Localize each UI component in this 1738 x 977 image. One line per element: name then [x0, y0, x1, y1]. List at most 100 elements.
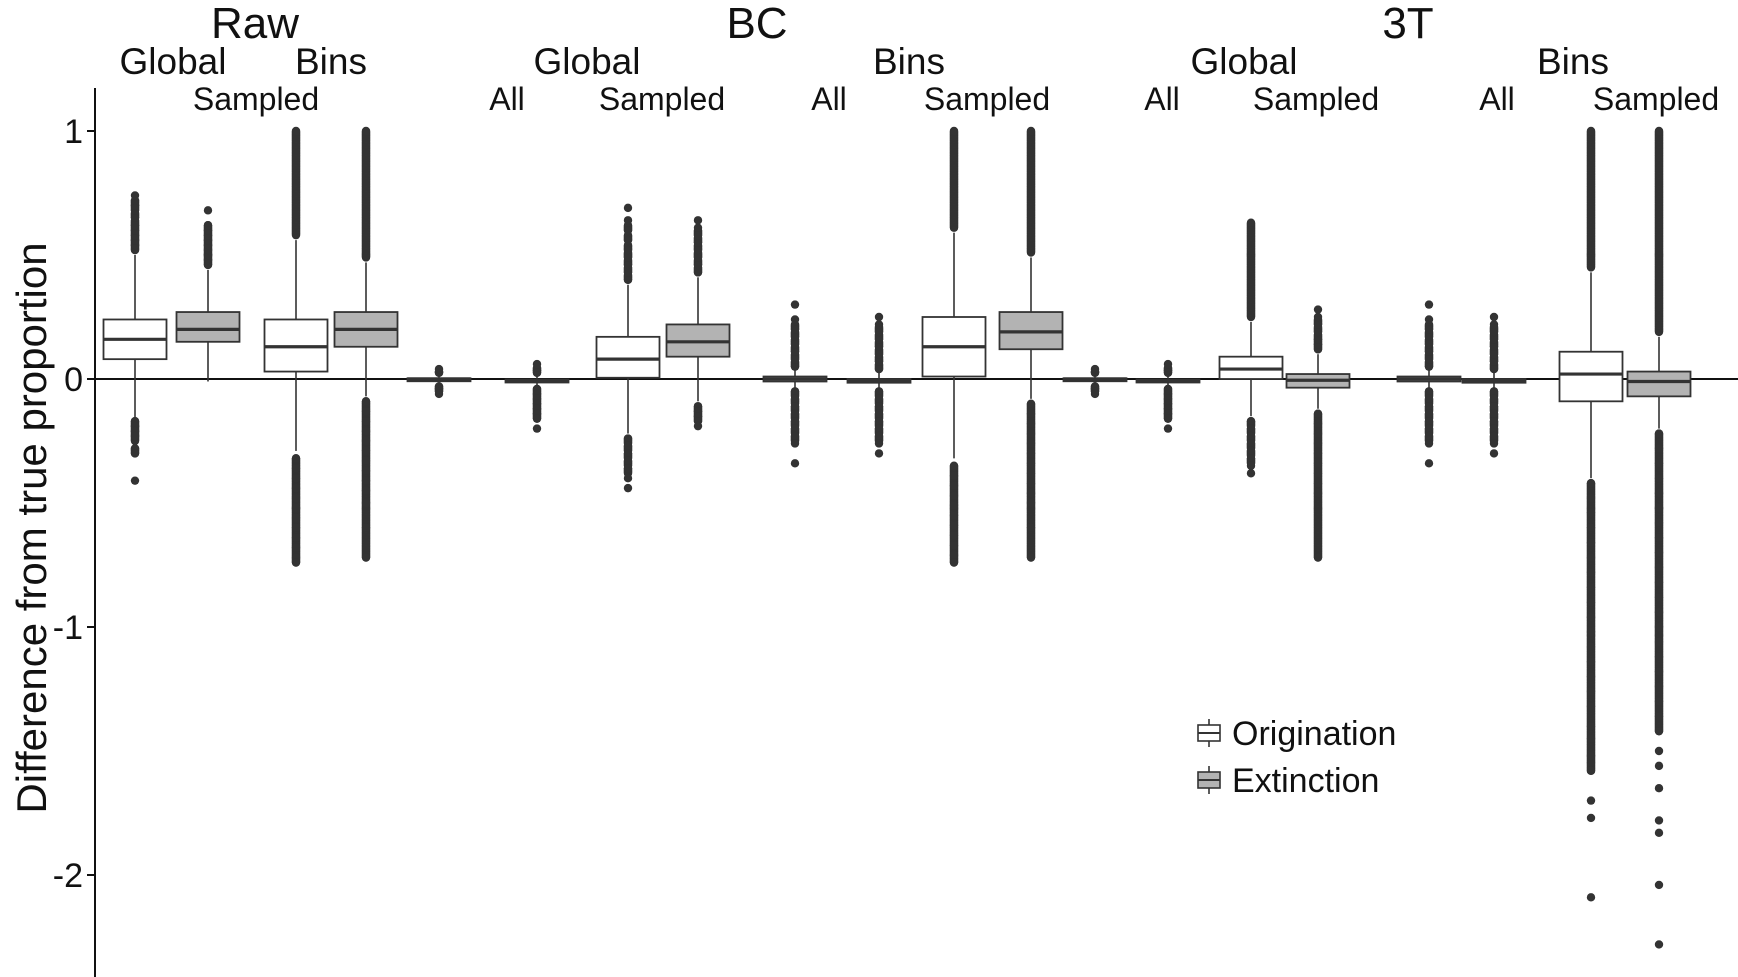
subgroup-header-raw-global: Global: [120, 41, 227, 82]
outlier-point: [1654, 712, 1664, 721]
outlier-point: [1654, 697, 1664, 706]
outlier-point: [130, 191, 140, 200]
outlier-point: [949, 501, 959, 510]
outlier-point: [434, 364, 444, 374]
outlier-point: [361, 466, 371, 475]
outlier-point: [623, 275, 633, 284]
outlier-point: [1586, 893, 1596, 902]
outlier-point: [874, 335, 884, 344]
outlier-point: [1586, 583, 1596, 592]
outlier-point: [1026, 469, 1036, 478]
outlier-point: [1424, 402, 1434, 411]
category-header-raw-sampled: Sampled: [193, 81, 319, 117]
outlier-point: [790, 424, 800, 433]
box-extinction: [1285, 305, 1351, 562]
outlier-point: [1586, 734, 1596, 743]
outlier-point: [623, 203, 633, 213]
box-iqr: [175, 311, 241, 343]
outlier-point: [790, 431, 800, 441]
outlier-point: [1654, 548, 1664, 557]
outlier-point: [203, 206, 213, 215]
outlier-point: [1163, 359, 1173, 369]
outlier-point: [1246, 431, 1256, 441]
outlier-point: [1026, 523, 1036, 532]
outlier-point: [1654, 880, 1664, 890]
outlier-point: [1489, 439, 1499, 448]
outlier-point: [1586, 612, 1596, 622]
outlier-point: [874, 320, 884, 329]
outlier-point: [1586, 702, 1596, 711]
outlier-point: [790, 394, 800, 404]
outlier-point: [1654, 474, 1664, 483]
outlier-point: [1424, 354, 1434, 364]
outlier-point: [1313, 553, 1323, 562]
category-header-bc-global-sampled: Sampled: [599, 81, 725, 117]
box-origination: [406, 364, 472, 399]
box-extinction: [665, 216, 731, 431]
box-extinction: [333, 126, 399, 562]
box-extinction: [998, 126, 1064, 562]
outlier-point: [1313, 429, 1323, 438]
box-iqr: [595, 335, 661, 379]
outlier-point: [1313, 439, 1323, 448]
outlier-point: [1654, 667, 1664, 676]
outlier-point: [1026, 399, 1036, 408]
outlier-point: [790, 347, 800, 356]
legend-label-origination: Origination: [1232, 715, 1396, 753]
outlier-point: [623, 253, 633, 262]
outlier-point: [1424, 332, 1434, 342]
outlier-point: [1026, 488, 1036, 498]
subgroup-header-3t-global: Global: [1191, 41, 1298, 82]
outlier-point: [1090, 364, 1100, 374]
outlier-point: [1313, 327, 1323, 337]
outlier-point: [1424, 416, 1434, 426]
y-tick-label: -2: [53, 857, 83, 895]
outlier-point: [1246, 424, 1256, 433]
outlier-point: [949, 558, 959, 567]
outlier-point: [1489, 327, 1499, 337]
outlier-point: [1489, 357, 1499, 366]
outlier-point: [874, 449, 884, 458]
outlier-point: [1026, 126, 1036, 136]
outlier-point: [1586, 598, 1596, 607]
outlier-point: [1424, 340, 1434, 349]
y-tick-label: -1: [53, 609, 83, 647]
outlier-point: [1424, 347, 1434, 356]
outlier-point: [623, 245, 633, 255]
box-origination: [595, 203, 661, 493]
outlier-point: [1313, 469, 1323, 478]
outlier-point: [1026, 498, 1036, 508]
outlier-point: [1246, 416, 1256, 426]
outlier-point: [693, 253, 703, 262]
outlier-point: [1654, 429, 1664, 438]
outlier-point: [1586, 657, 1596, 666]
outlier-point: [874, 357, 884, 366]
outlier-point: [1246, 469, 1256, 478]
outlier-point: [291, 543, 301, 552]
outlier-point: [1026, 419, 1036, 428]
outlier-point: [1586, 751, 1596, 761]
y-axis: 10-1-2: [53, 88, 1738, 977]
outlier-point: [1489, 394, 1499, 404]
outlier-point: [693, 268, 703, 277]
outlier-point: [623, 260, 633, 270]
subgroup-header-bc-global: Global: [534, 41, 641, 82]
y-axis-label: Difference from true proportion: [8, 242, 55, 813]
outlier-point: [532, 359, 542, 369]
outlier-point: [790, 402, 800, 411]
outlier-point: [361, 407, 371, 416]
outlier-point: [1489, 424, 1499, 433]
outlier-point: [1424, 394, 1434, 404]
outlier-point: [130, 431, 140, 441]
box-extinction: [1626, 126, 1692, 949]
outlier-point: [693, 260, 703, 270]
outlier-point: [874, 327, 884, 337]
outlier-point: [949, 521, 959, 530]
box-extinction: [1461, 312, 1527, 458]
outlier-point: [874, 350, 884, 359]
outlier-point: [949, 540, 959, 550]
outlier-point: [1654, 593, 1664, 602]
outlier-point: [1586, 508, 1596, 518]
legend: Origination Extinction: [1197, 715, 1396, 800]
